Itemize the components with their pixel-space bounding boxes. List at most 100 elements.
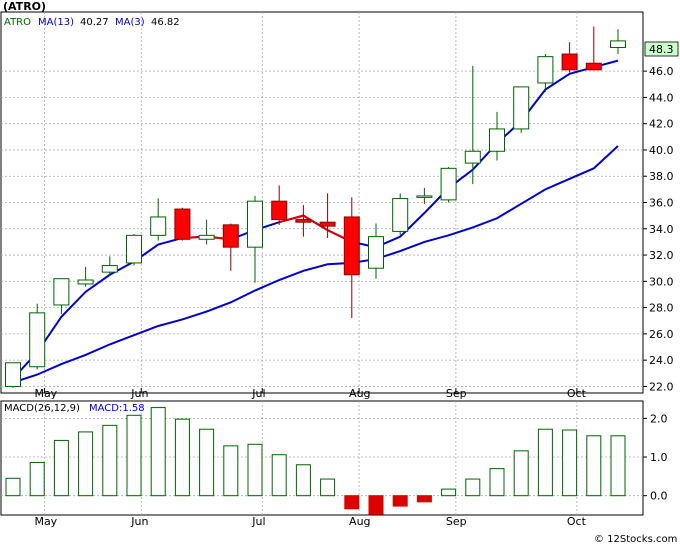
ma13-line: [12, 145, 619, 384]
macd-bar: [174, 418, 190, 497]
macd-bar: [271, 454, 287, 497]
candle-body: [126, 234, 142, 264]
macd-bar: [150, 407, 166, 497]
candle-body: [29, 312, 46, 368]
price-tick-label: 46.0: [649, 65, 674, 78]
candle-body: [222, 224, 239, 248]
macd-bar: [126, 414, 142, 497]
ma13-layer: [12, 145, 619, 384]
candle: [610, 29, 626, 55]
candle-body: [77, 279, 94, 285]
candle: [53, 278, 70, 315]
candle: [464, 65, 481, 185]
price-x-label: Aug: [349, 387, 370, 400]
candle-body: [392, 198, 409, 232]
macd-x-label: Oct: [567, 515, 587, 528]
macd-bars-layer: [5, 407, 626, 515]
candle-body: [440, 167, 457, 201]
candle-body: [513, 86, 530, 130]
macd-bar: [78, 431, 94, 497]
legend-symbol: ATRO: [4, 17, 31, 28]
candle-body: [343, 216, 360, 276]
macd-bar: [368, 495, 384, 515]
candle-body: [610, 40, 626, 48]
price-tick-label: 26.0: [649, 328, 674, 341]
macd-bar: [29, 461, 45, 497]
price-x-label: Oct: [567, 387, 587, 400]
candle: [343, 197, 360, 319]
candle: [150, 198, 167, 241]
macd-value-label: MACD:1.58: [89, 403, 145, 414]
candle-body: [464, 150, 481, 164]
candle-body: [271, 200, 288, 221]
price-tick-label: 30.0: [649, 275, 674, 288]
macd-tick-label: 0.0: [650, 490, 668, 503]
price-tick-label: 38.0: [649, 170, 674, 183]
macd-bar: [320, 478, 336, 497]
macd-bar: [610, 435, 626, 497]
macd-bar: [53, 439, 69, 497]
price-tick-label: 28.0: [649, 302, 674, 315]
candle-body: [150, 216, 167, 236]
watermark-text: © 12Stocks.com: [594, 534, 677, 545]
price-tick-label: 24.0: [649, 354, 674, 367]
macd-bar: [416, 495, 432, 503]
price-x-label: Jul: [251, 387, 265, 400]
candle-body: [198, 234, 215, 240]
macd-x-label: Jun: [130, 515, 148, 528]
candle-body: [247, 200, 263, 248]
ma3-red-segment: [278, 214, 353, 243]
last-price-label: 48.3: [649, 43, 674, 56]
macd-tick-label: 1.0: [650, 451, 668, 464]
macd-x-label: Sep: [446, 515, 467, 528]
candle: [126, 234, 142, 266]
price-x-label: May: [34, 387, 57, 400]
candle: [561, 42, 578, 73]
ticker-title: (ATRO): [3, 0, 46, 13]
macd-bar: [513, 450, 529, 497]
price-axis: 22.0 24.0 26.0 28.0 30.0 32.0 34.0 36.0 38.0 40.0…: [643, 65, 674, 393]
candle-body: [537, 56, 554, 84]
macd-bar: [5, 477, 21, 497]
macd-bar: [223, 445, 239, 497]
legend-ma13-value: 40.27: [80, 17, 109, 28]
macd-bar: [537, 428, 553, 497]
macd-x-label: May: [34, 515, 57, 528]
candle: [392, 193, 409, 236]
macd-bar: [586, 435, 602, 497]
price-x-label: Jun: [130, 387, 148, 400]
macd-bar: [392, 495, 408, 507]
legend-ma3-label: MA(3): [115, 17, 145, 28]
macd-bar: [199, 428, 215, 497]
candles-layer: [5, 26, 626, 388]
macd-bar: [295, 464, 311, 497]
macd-x-label: Aug: [349, 515, 370, 528]
candle: [222, 223, 239, 271]
candle-body: [585, 62, 602, 71]
macd-tick-label: 2.0: [650, 412, 668, 425]
candle: [416, 188, 433, 204]
macd-bar: [102, 424, 118, 497]
candle: [271, 185, 288, 225]
candle-body: [5, 362, 21, 387]
candle-body: [489, 128, 505, 152]
macd-axis: 2.0 1.0 0.0: [643, 412, 668, 503]
macd-x-axis: May Jun Jul Aug Sep Oct: [34, 515, 586, 528]
last-price-badge: 48.3: [644, 41, 679, 57]
price-tick-label: 36.0: [649, 197, 674, 210]
candle: [368, 223, 384, 279]
price-tick-label: 32.0: [649, 249, 674, 262]
candle: [319, 193, 336, 238]
price-legend: ATRO MA(13) 40.27 MA(3) 46.82: [4, 17, 180, 28]
price-tick-label: 34.0: [649, 223, 674, 236]
candle: [585, 26, 602, 71]
candle-body: [101, 265, 118, 273]
candle: [5, 362, 21, 388]
macd-x-label: Jul: [251, 515, 265, 528]
candle: [29, 303, 46, 370]
candle: [174, 207, 191, 241]
price-tick-label: 22.0: [649, 380, 674, 393]
candle: [77, 266, 94, 287]
